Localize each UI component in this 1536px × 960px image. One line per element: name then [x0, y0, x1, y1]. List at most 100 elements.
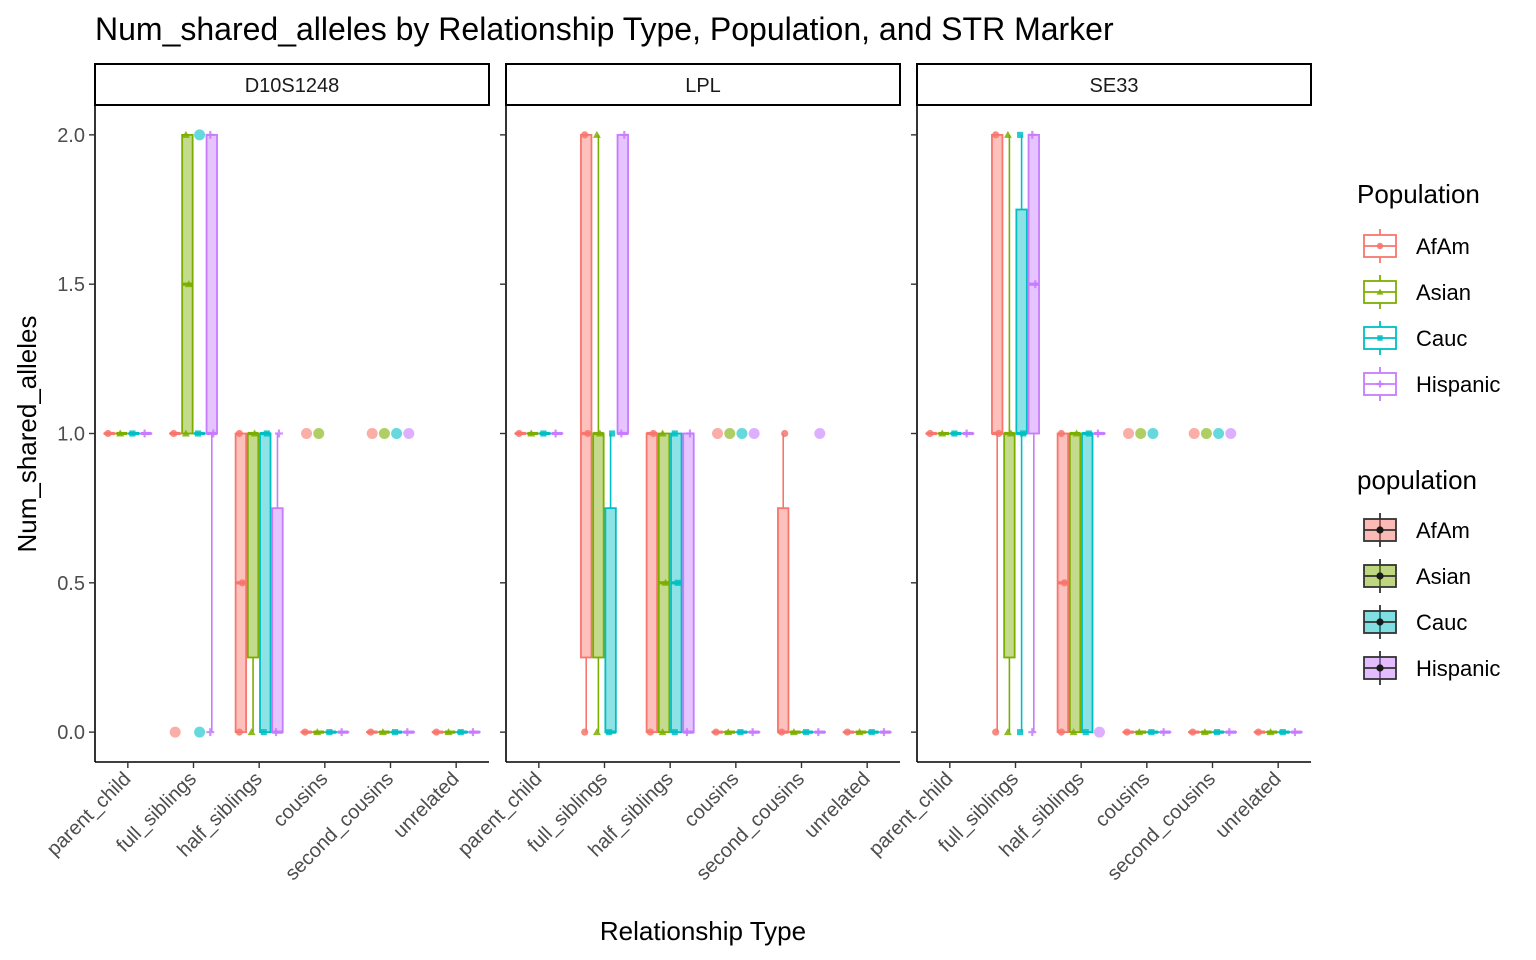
- data-point-shape: [1085, 430, 1092, 437]
- category-group-full_siblings: [580, 130, 629, 736]
- box-cauc: [324, 729, 338, 736]
- data-point-shape: [195, 430, 202, 437]
- box-body: [777, 507, 790, 734]
- data-point-shape: [868, 729, 875, 736]
- legend-key-symbol-shape: [1376, 242, 1384, 250]
- data-point-shape: [1060, 579, 1068, 587]
- data-point-shape: [1017, 729, 1024, 736]
- data-point-shape: [367, 728, 375, 736]
- x-tick-label: unrelated: [1211, 768, 1286, 843]
- data-point: [581, 728, 589, 736]
- box-asian: [937, 429, 950, 437]
- data-point: [781, 429, 789, 438]
- legend-label: Asian: [1416, 280, 1471, 305]
- data-point: [392, 729, 399, 736]
- box-hispanic: [139, 429, 153, 438]
- legend-population-color: Population AfAm Asian Cauc Hispanic: [1357, 179, 1500, 401]
- box-hispanic: [879, 728, 892, 737]
- box-cauc: [1015, 131, 1028, 736]
- box-cauc: [670, 430, 683, 736]
- data-point-shape: [674, 579, 681, 586]
- data-point: [235, 728, 243, 736]
- data-point: [367, 728, 375, 736]
- box-hispanic: [616, 130, 629, 438]
- data-point: [403, 728, 412, 737]
- legend-key-asian: Asian: [1363, 559, 1471, 593]
- category-group-half_siblings: [1056, 429, 1106, 738]
- chart-title: Num_shared_alleles by Relationship Type,…: [95, 11, 1114, 47]
- box-outlier: [736, 428, 748, 439]
- data-point: [469, 728, 477, 737]
- data-point: [540, 430, 547, 437]
- box-outlier: [194, 726, 206, 738]
- category-group-full_siblings: [991, 130, 1040, 737]
- data-point: [263, 430, 270, 437]
- y-tick-label: 1.0: [57, 424, 85, 446]
- data-point: [337, 728, 346, 737]
- data-point-shape: [592, 728, 601, 736]
- box-asian: [115, 429, 128, 437]
- box-afam: [1122, 428, 1135, 736]
- data-point: [260, 729, 267, 736]
- data-point: [581, 131, 589, 139]
- category-group-half_siblings: [645, 429, 695, 737]
- box-asian: [1200, 428, 1213, 736]
- data-point: [1123, 728, 1131, 736]
- data-point-shape: [992, 728, 1000, 736]
- data-point: [606, 729, 613, 736]
- data-point: [1003, 728, 1012, 736]
- box-hispanic: [1290, 728, 1303, 737]
- data-point-shape: [432, 728, 440, 736]
- box-body: [1068, 432, 1082, 734]
- data-point: [1069, 728, 1078, 736]
- data-point: [1057, 728, 1065, 736]
- data-point: [671, 430, 678, 437]
- data-point: [671, 729, 678, 736]
- box-afam: [1253, 728, 1267, 736]
- legend-key-asian: Asian: [1363, 275, 1471, 309]
- box-afam: [431, 728, 445, 736]
- legend-key-afam: AfAm: [1363, 229, 1470, 263]
- legend-key-hispanic: Hispanic: [1363, 651, 1500, 685]
- legend-key-cauc: Cauc: [1363, 321, 1467, 355]
- data-point-shape: [595, 429, 604, 437]
- data-point-shape: [1003, 728, 1012, 736]
- data-point: [1028, 130, 1037, 139]
- data-point-shape: [778, 728, 786, 736]
- legend-population-fill: population AfAm Asian Cauc Hispanic: [1357, 465, 1500, 685]
- data-point: [1017, 131, 1024, 138]
- box-cauc: [949, 430, 963, 437]
- data-point-shape: [170, 429, 178, 438]
- category-group-parent_child: [925, 429, 975, 438]
- data-point-shape: [1279, 729, 1286, 736]
- data-point: [646, 728, 654, 736]
- data-point: [609, 430, 616, 437]
- x-tick-label: cousins: [269, 768, 333, 832]
- category-group-second_cousins: [366, 428, 415, 737]
- data-point: [206, 130, 215, 139]
- box-body: [246, 432, 260, 659]
- data-point: [658, 429, 667, 437]
- data-point-shape: [781, 429, 789, 438]
- data-point-shape: [527, 429, 536, 437]
- data-point-shape: [1006, 429, 1015, 437]
- legend-key-symbol: [1376, 242, 1384, 250]
- data-point: [140, 429, 149, 438]
- data-point: [116, 429, 125, 437]
- category-group-cousins: [300, 428, 350, 737]
- box-cauc: [456, 729, 469, 736]
- box-asian: [723, 428, 736, 736]
- data-point: [951, 430, 958, 437]
- facet-strip: [916, 63, 1312, 106]
- category-group-half_siblings: [234, 429, 284, 737]
- data-point-shape: [1020, 430, 1027, 437]
- data-point: [1148, 729, 1155, 736]
- data-point-shape: [540, 430, 547, 437]
- box-outlier: [748, 428, 760, 439]
- box-asian: [443, 728, 457, 736]
- data-point: [235, 429, 243, 438]
- data-point: [1017, 729, 1024, 736]
- box-cauc: [801, 729, 814, 736]
- data-point-shape: [313, 728, 322, 736]
- data-point-shape: [1189, 728, 1197, 736]
